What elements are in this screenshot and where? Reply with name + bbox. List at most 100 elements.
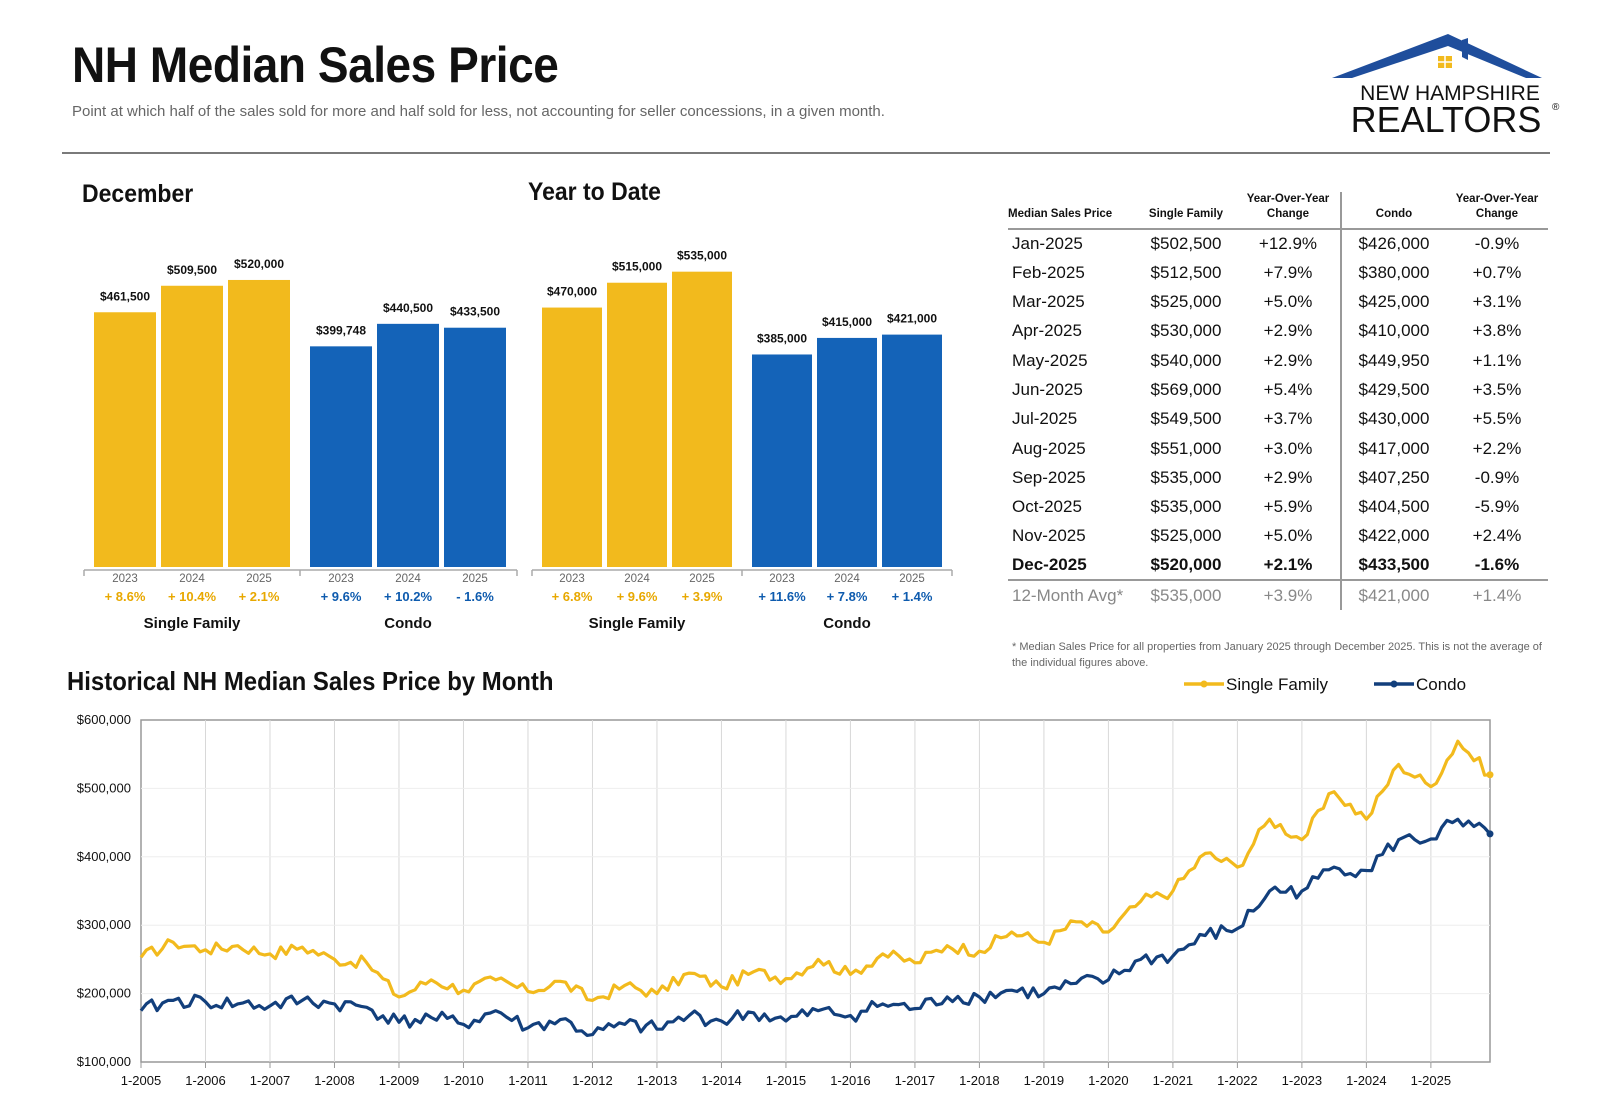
cell-month: Dec-2025 bbox=[1012, 555, 1087, 575]
cell-condo-change: +1.4% bbox=[1446, 579, 1548, 610]
bar-change-label: + 9.6% bbox=[617, 589, 658, 604]
cell-single-family: $549,500 bbox=[1150, 409, 1222, 429]
legend-marker-condo bbox=[1390, 680, 1398, 688]
col-header-condo-change: Year-Over-Year Change bbox=[1446, 192, 1548, 230]
realtors-logo: NEW HAMPSHIRE REALTORS ® bbox=[1332, 34, 1560, 140]
y-tick-label: $500,000 bbox=[77, 780, 131, 795]
bar-year-label: 2024 bbox=[624, 573, 650, 585]
bar-value-label: $433,500 bbox=[450, 305, 500, 319]
x-tick-label: 1-2017 bbox=[895, 1073, 935, 1088]
bar-change-label: + 11.6% bbox=[758, 589, 806, 604]
bar-group-label: Single Family bbox=[144, 615, 241, 632]
bar-group-label: Condo bbox=[384, 615, 431, 632]
table-row: Mar-2025 $525,000 +5.0% $425,000 +3.1% bbox=[1008, 287, 1548, 317]
cell-condo-change: +5.5% bbox=[1472, 409, 1522, 429]
col-header-sf-change: Year-Over-Year Change bbox=[1236, 192, 1341, 230]
cell-sf-change: +5.4% bbox=[1263, 380, 1313, 399]
bar-change-label: + 3.9% bbox=[682, 589, 723, 604]
x-tick-label: 1-2013 bbox=[637, 1073, 677, 1088]
y-tick-label: $300,000 bbox=[77, 917, 131, 932]
cell-sf-change: +2.9% bbox=[1263, 467, 1313, 487]
cell-month: Mar-2025 bbox=[1012, 292, 1085, 312]
cell-condo-change: +0.7% bbox=[1472, 262, 1522, 282]
bar-change-label: + 8.6% bbox=[105, 589, 146, 604]
cell-sf-change: +5.0% bbox=[1263, 526, 1313, 546]
bar-value-label: $470,000 bbox=[547, 285, 597, 299]
bar-value-label: $385,000 bbox=[757, 331, 807, 345]
x-tick-label: 1-2019 bbox=[1024, 1073, 1064, 1088]
cell-condo-change: +2.2% bbox=[1472, 438, 1522, 458]
x-tick-label: 1-2016 bbox=[830, 1073, 870, 1088]
cell-condo-change: -5.9% bbox=[1474, 497, 1520, 517]
cell-month: Jul-2025 bbox=[1012, 409, 1078, 429]
x-tick-label: 1-2018 bbox=[959, 1073, 999, 1088]
cell-month: Jan-2025 bbox=[1012, 234, 1083, 254]
legend-label-single-family: Single Family bbox=[1226, 675, 1329, 694]
cell-condo: $421,000 bbox=[1340, 579, 1446, 610]
bar-year-label: 2023 bbox=[328, 573, 354, 585]
table-row: Jan-2025 $502,500 +12.9% $426,000 -0.9% bbox=[1008, 228, 1548, 259]
cell-month: 12-Month Avg* bbox=[1008, 579, 1136, 610]
x-tick-label: 1-2012 bbox=[572, 1073, 612, 1088]
table-row: Nov-2025 $525,000 +5.0% $422,000 +2.4% bbox=[1008, 521, 1548, 552]
legend-label-condo: Condo bbox=[1416, 675, 1466, 694]
bar-year-label: 2024 bbox=[834, 573, 860, 585]
bar-condo-2023 bbox=[310, 346, 372, 567]
cell-sf-change: +3.0% bbox=[1263, 438, 1313, 458]
cell-month: Apr-2025 bbox=[1012, 321, 1082, 341]
cell-single-family: $520,000 bbox=[1150, 555, 1222, 575]
bar-change-label: - 1.6% bbox=[456, 589, 494, 604]
bar-value-label: $535,000 bbox=[677, 249, 727, 263]
bar-year-label: 2024 bbox=[179, 573, 205, 585]
cell-condo: $449,950 bbox=[1340, 346, 1446, 376]
bar-year-label: 2024 bbox=[395, 573, 421, 585]
cell-condo-change: -0.9% bbox=[1474, 467, 1520, 487]
bar-condo-2025 bbox=[444, 327, 506, 567]
y-tick-label: $400,000 bbox=[77, 849, 131, 864]
bar-change-label: + 1.4% bbox=[892, 589, 933, 604]
bar-change-label: + 6.8% bbox=[552, 589, 593, 604]
cell-condo: $426,000 bbox=[1340, 228, 1446, 259]
cell-single-family: $525,000 bbox=[1150, 292, 1222, 312]
cell-condo-change: -1.6% bbox=[1474, 555, 1520, 575]
page-subtitle: Point at which half of the sales sold fo… bbox=[72, 103, 885, 120]
x-tick-label: 1-2022 bbox=[1217, 1073, 1257, 1088]
cell-single-family: $535,000 bbox=[1150, 467, 1222, 487]
bar-value-label: $461,500 bbox=[100, 289, 150, 303]
ytd-bar-chart: $470,000 2023 + 6.8% $515,000 2024 + 9.6% $535… bbox=[531, 249, 953, 632]
bar-condo-2025 bbox=[882, 334, 942, 567]
x-tick-label: 1-2015 bbox=[766, 1073, 806, 1088]
cell-single-family: $551,000 bbox=[1150, 438, 1222, 458]
bar-change-label: + 10.4% bbox=[168, 589, 217, 604]
cell-month: Jun-2025 bbox=[1012, 380, 1083, 399]
december-bar-chart: $461,500 2023 + 8.6% $509,500 2024 + 10.4% $52… bbox=[83, 257, 518, 632]
bar-group-label: Single Family bbox=[589, 615, 686, 632]
logo-line-2: REALTORS bbox=[1351, 99, 1542, 140]
cell-condo: $430,000 bbox=[1340, 404, 1446, 434]
y-tick-label: $100,000 bbox=[77, 1054, 131, 1069]
cell-month: May-2025 bbox=[1012, 350, 1088, 370]
series-line-single-family bbox=[139, 739, 1491, 1002]
table-row: Oct-2025 $535,000 +5.9% $404,500 -5.9% bbox=[1008, 492, 1548, 522]
x-tick-label: 1-2020 bbox=[1088, 1073, 1128, 1088]
x-tick-label: 1-2011 bbox=[508, 1073, 548, 1088]
x-tick-label: 1-2007 bbox=[250, 1073, 290, 1088]
bar-change-label: + 10.2% bbox=[384, 589, 433, 604]
cell-sf-change: +3.9% bbox=[1236, 579, 1341, 610]
cell-sf-change: +3.7% bbox=[1263, 409, 1313, 429]
cell-month: Feb-2025 bbox=[1012, 262, 1085, 282]
cell-condo-change: +1.1% bbox=[1472, 350, 1522, 370]
bar-group-label: Condo bbox=[823, 615, 870, 632]
cell-condo: $404,500 bbox=[1340, 492, 1446, 522]
cell-month: Oct-2025 bbox=[1012, 497, 1082, 517]
cell-month: Aug-2025 bbox=[1012, 438, 1086, 458]
plot-frame bbox=[140, 719, 1491, 1063]
col-header-condo: Condo bbox=[1340, 192, 1446, 230]
bar-condo-2023 bbox=[752, 354, 812, 567]
table-row: May-2025 $540,000 +2.9% $449,950 +1.1% bbox=[1008, 346, 1548, 376]
table-row: 12-Month Avg* $535,000 +3.9% $421,000 +1.4% bbox=[1008, 579, 1548, 610]
cell-condo: $433,500 bbox=[1340, 551, 1446, 581]
table-row: Dec-2025 $520,000 +2.1% $433,500 -1.6% bbox=[1008, 551, 1548, 581]
page-title: NH Median Sales Price bbox=[72, 37, 559, 93]
historical-line-chart: 1-2005 1-2006 1-2007 1-2008 1-2009 1-2010 1-20… bbox=[77, 675, 1494, 1088]
